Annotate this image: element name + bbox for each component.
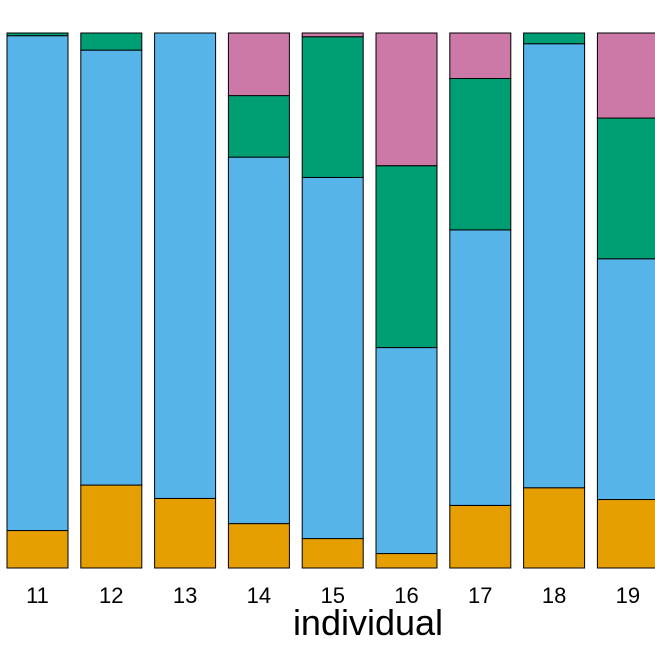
bar-segment-15-series-2 [301, 176, 364, 540]
bar-segment-17-series-3 [449, 77, 512, 231]
bar-stack-14 [227, 32, 290, 569]
bar-stack-12 [80, 32, 143, 569]
bar-segment-14-series-4 [227, 32, 290, 97]
x-axis-title: individual [293, 602, 443, 643]
bar-segment-18-series-3 [523, 32, 586, 45]
bar-segment-17-series-4 [449, 32, 512, 79]
bar-stack-15 [301, 32, 364, 569]
x-tick-label-19: 19 [616, 583, 640, 608]
bar-segment-15-series-3 [301, 36, 364, 178]
x-tick-label-12: 12 [99, 583, 123, 608]
bar-segment-16-series-3 [375, 165, 438, 349]
bar-segment-16-series-1 [375, 553, 438, 569]
bar-stack-18 [523, 32, 586, 569]
bar-segment-11-series-2 [6, 35, 69, 532]
bar-segment-17-series-2 [449, 229, 512, 506]
bar-segment-17-series-1 [449, 504, 512, 569]
x-tick-label-14: 14 [247, 583, 271, 608]
bar-stack-17 [449, 32, 512, 569]
bar-segment-13-series-2 [154, 32, 217, 499]
bar-segment-11-series-1 [6, 530, 69, 569]
x-tick-label-13: 13 [173, 583, 197, 608]
x-tick-label-17: 17 [468, 583, 492, 608]
bar-segment-15-series-1 [301, 538, 364, 569]
bar-segment-16-series-2 [375, 347, 438, 555]
bar-segment-19-series-2 [596, 258, 655, 501]
x-tick-labels: 11 12 13 14 15 16 17 18 19 [26, 583, 640, 608]
x-tick-label-15: 15 [320, 583, 344, 608]
bar-segment-16-series-4 [375, 32, 438, 167]
bar-segment-12-series-2 [80, 49, 143, 486]
bar-segment-11-series-3 [6, 32, 69, 37]
bar-segment-12-series-1 [80, 484, 143, 569]
bar-segment-19-series-4 [596, 32, 655, 119]
x-tick-label-16: 16 [394, 583, 418, 608]
x-tick-label-11: 11 [26, 583, 49, 608]
bar-segment-13-series-1 [154, 497, 217, 569]
bar-segment-19-series-3 [596, 117, 655, 260]
bar-segment-19-series-1 [596, 499, 655, 569]
bar-segment-18-series-1 [523, 487, 586, 569]
bar-stack-11 [6, 32, 69, 569]
bar-segment-14-series-1 [227, 523, 290, 569]
bar-segment-14-series-3 [227, 95, 290, 158]
bar-stack-13 [154, 32, 217, 569]
x-tick-label-18: 18 [542, 583, 566, 608]
bar-segment-12-series-3 [80, 32, 143, 51]
bar-stack-19 [596, 32, 655, 569]
bar-segment-15-series-4 [301, 32, 364, 38]
bar-stack-16 [375, 32, 438, 569]
bar-segment-18-series-2 [523, 43, 586, 489]
bar-segment-14-series-2 [227, 156, 290, 525]
bars-layer [6, 32, 655, 569]
